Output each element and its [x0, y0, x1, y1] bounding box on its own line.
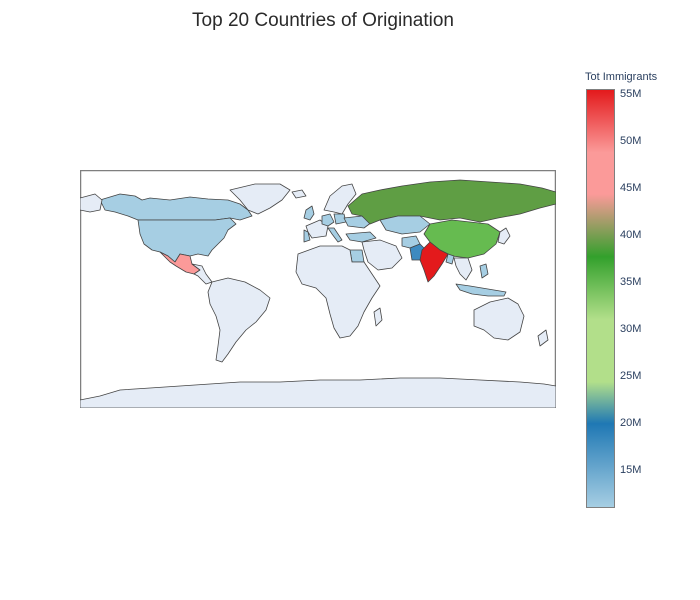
- country-bangladesh[interactable]: [445, 253, 455, 265]
- country-kazakhstan[interactable]: [379, 215, 431, 235]
- land-southeast-asia: [453, 257, 473, 281]
- country-united-kingdom[interactable]: [303, 205, 315, 221]
- land-japan: [497, 227, 511, 245]
- colorbar-tick-label: 50M: [620, 134, 642, 147]
- country-india[interactable]: [419, 241, 449, 283]
- land-iceland: [291, 189, 307, 199]
- country-canada[interactable]: [99, 193, 253, 221]
- colorbar-tick-label: 55M: [620, 87, 642, 100]
- land-africa: [295, 245, 381, 339]
- land-madagascar: [373, 307, 383, 327]
- land-new-zealand: [537, 329, 549, 347]
- colorbar-tick-label: 30M: [620, 323, 642, 336]
- world-map[interactable]: [80, 170, 556, 408]
- map-canvas[interactable]: [80, 170, 556, 408]
- country-russia[interactable]: [347, 179, 556, 225]
- country-turkey[interactable]: [345, 231, 377, 243]
- chart-title: Top 20 Countries of Origination: [192, 10, 454, 31]
- country-italy[interactable]: [327, 227, 343, 243]
- land-central-america: [191, 263, 213, 285]
- land-antarctica: [80, 377, 556, 408]
- colorbar-tick-label: 15M: [620, 464, 642, 477]
- land-middle-east: [361, 239, 403, 271]
- land-australia: [473, 297, 525, 341]
- land-scandinavia: [323, 183, 357, 215]
- land-greenland: [229, 183, 291, 215]
- country-philippines[interactable]: [479, 263, 489, 279]
- colorbar-tick-label: 20M: [620, 417, 642, 430]
- colorbar-tick-label: 40M: [620, 228, 642, 241]
- land-south-america: [207, 277, 271, 363]
- country-united-states[interactable]: [137, 217, 237, 263]
- colorbar-tick-label: 35M: [620, 276, 642, 289]
- colorbar-title: Tot Immigrants: [585, 71, 658, 83]
- country-portugal[interactable]: [303, 229, 311, 243]
- country-indonesia[interactable]: [455, 283, 507, 297]
- land-alaska: [80, 193, 103, 213]
- colorbar-tick-label: 25M: [620, 370, 642, 383]
- country-germany[interactable]: [321, 213, 335, 227]
- colorbar-gradient: [586, 89, 615, 508]
- colorbar-tick-label: 45M: [620, 181, 642, 194]
